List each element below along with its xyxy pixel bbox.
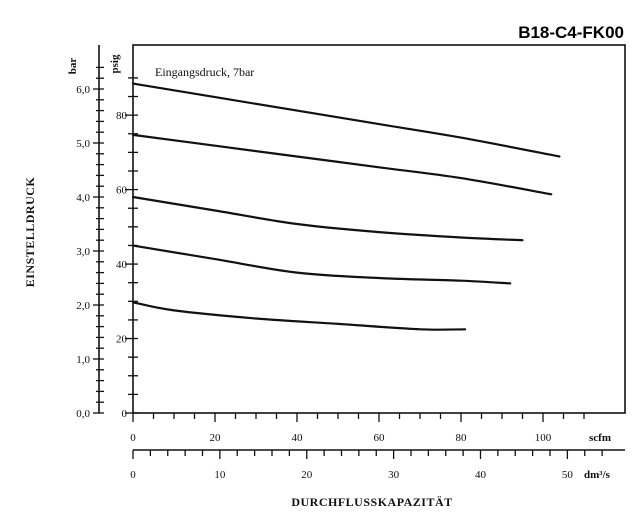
dm3s-tick-label: 0: [130, 469, 136, 481]
pressure-curve-5: [131, 301, 467, 331]
dm3s-tick-label: 10: [214, 469, 226, 481]
dm3s-tick-label: 50: [562, 469, 574, 481]
scfm-tick-label: 100: [535, 432, 552, 444]
bar-tick-label: 1,0: [76, 354, 90, 366]
model-code: B18-C4-FK00: [518, 23, 624, 42]
scfm-tick-label: 40: [292, 432, 304, 444]
bar-tick-label: 4,0: [76, 192, 90, 204]
scfm-tick-label: 20: [210, 432, 222, 444]
pressure-curve-4: [131, 244, 512, 285]
pressure-curves: [131, 82, 561, 331]
bar-tick-label: 2,0: [76, 300, 90, 312]
psig-tick-label: 80: [116, 110, 128, 122]
dm3s-tick-label: 40: [475, 469, 487, 481]
dm3s-tick-label: 20: [301, 469, 313, 481]
scfm-unit-label: scfm: [589, 432, 611, 444]
bar-unit-label: bar: [67, 58, 79, 75]
pressure-curve-1: [131, 82, 561, 158]
inlet-pressure-note: Eingangsdruck, 7bar: [155, 65, 254, 79]
axis-ticks: 0,0 1,0 2,0 3,0 4,0 5,0 6,0 0 20 40 60 80 0 20 40 60 80 1…: [76, 66, 603, 481]
psig-tick-label: 20: [116, 334, 128, 346]
bar-tick-label: 6,0: [76, 84, 90, 96]
scfm-tick-label: 60: [374, 432, 386, 444]
plot-frame: [132, 44, 626, 414]
scfm-tick-label: 80: [456, 432, 468, 444]
bar-tick-label: 0,0: [76, 408, 90, 420]
psig-unit-label: psig: [109, 54, 121, 73]
pressure-curve-2: [131, 133, 553, 196]
dm3s-tick-label: 30: [388, 469, 400, 481]
psig-tick-label: 40: [116, 259, 128, 271]
bar-tick-label: 3,0: [76, 246, 90, 258]
pressure-curve-3: [131, 195, 524, 242]
bar-tick-label: 5,0: [76, 138, 90, 150]
scfm-tick-label: 0: [130, 432, 136, 444]
x-axis-title: DURCHFLUSSKAPAZITÄT: [291, 495, 452, 509]
dm3s-unit-label: dm³/s: [584, 469, 611, 481]
psig-tick-label: 0: [122, 408, 128, 420]
psig-tick-label: 60: [116, 185, 128, 197]
y-axis-title: EINSTELLDRUCK: [23, 177, 37, 288]
